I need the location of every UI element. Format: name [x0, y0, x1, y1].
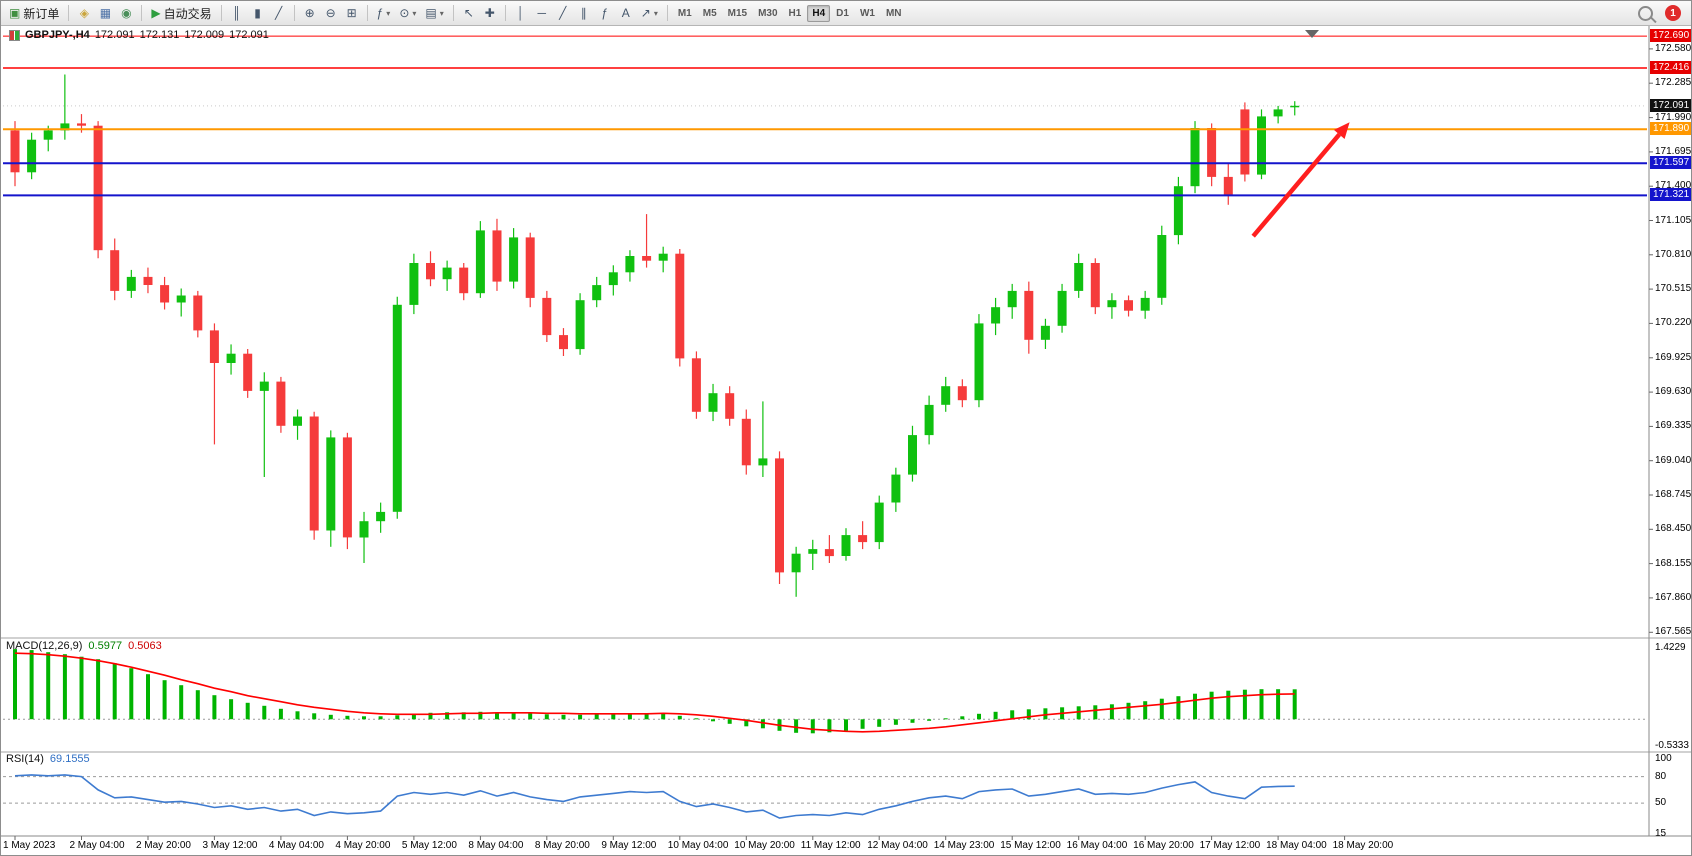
crosshair-icon: ✚ — [484, 6, 495, 20]
navigator-button[interactable]: ◉ — [116, 3, 136, 23]
periods-button[interactable]: ⊙ ▾ — [395, 3, 420, 23]
toolbar-separator — [68, 5, 70, 21]
chevron-down-icon: ▾ — [653, 8, 658, 18]
data-window-icon: ▦ — [99, 6, 112, 20]
text-icon: A — [621, 6, 630, 20]
periods-icon: ⊙ — [399, 6, 410, 20]
search-icon[interactable] — [1638, 5, 1653, 21]
toolbar-separator — [141, 5, 143, 21]
zoom-out-button[interactable]: ⊖ — [321, 3, 341, 23]
channel-button[interactable]: ∥ — [574, 3, 594, 23]
candlestick-chart-icon: ▮ — [254, 6, 261, 20]
bar-chart-button[interactable]: ║ — [227, 3, 247, 23]
zoom-in-button[interactable]: ⊕ — [300, 3, 320, 23]
line-chart-icon: ╱ — [274, 6, 283, 20]
new-order-button-label: 新订单 — [23, 6, 60, 21]
toolbar-separator — [366, 5, 368, 21]
timeframe-h4-button[interactable]: H4 — [807, 4, 831, 22]
trendline-icon: ╱ — [559, 6, 567, 20]
timeframe-m5-button[interactable]: M5 — [698, 5, 722, 22]
cursor-icon: ↖ — [463, 6, 474, 20]
market-watch-button[interactable]: ◈ — [74, 3, 94, 23]
rsi-line — [14, 774, 1295, 819]
channel-icon: ∥ — [580, 6, 587, 20]
trend-arrow-line[interactable] — [1251, 132, 1342, 238]
timeframe-m15-button[interactable]: M15 — [723, 5, 752, 22]
timeframe-m1-button[interactable]: M1 — [673, 5, 697, 22]
macd-signal-line — [14, 652, 1295, 733]
arrows-icon: ↗ — [640, 6, 651, 20]
vertical-line-icon: │ — [517, 6, 525, 20]
navigator-icon: ◉ — [121, 6, 132, 20]
candles-layer — [10, 74, 1300, 597]
toolbar-separator — [452, 5, 454, 21]
templates-icon: ▤ — [425, 6, 437, 20]
horizontal-line-button[interactable]: ─ — [532, 3, 552, 23]
new-order-icon: ▣ — [9, 6, 21, 20]
price-chart-canvas[interactable] — [1, 26, 1692, 856]
chevron-down-icon: ▾ — [439, 8, 444, 18]
text-button[interactable]: A — [616, 3, 636, 23]
autotrading-icon: ▶ — [151, 6, 161, 20]
cursor-button[interactable]: ↖ — [459, 3, 479, 23]
autotrading-button-label: 自动交易 — [163, 6, 212, 21]
toolbar-separator — [666, 5, 668, 21]
toolbar-buttons: ▣ 新订单 ◈ ▦ ◉ ▶ 自动交易 ║ ▮ ╱ ⊕ ⊖ ⊞ ƒ ▾ ⊙ ▾ ▤ ▾ ↖ ✚ │ ─ ╱ ∥ ƒ A ↗ ▾ M1 M5 M1… — [5, 3, 907, 23]
zoom-out-icon: ⊖ — [325, 6, 336, 20]
notification-badge[interactable]: 1 — [1665, 5, 1681, 21]
horizontal-line-icon: ─ — [537, 6, 546, 20]
data-window-button[interactable]: ▦ — [95, 3, 115, 23]
fibonacci-icon: ƒ — [601, 6, 609, 20]
indicators-icon: ƒ — [376, 6, 384, 20]
zoom-in-icon: ⊕ — [304, 6, 315, 20]
chart-shift-marker[interactable] — [1305, 30, 1319, 38]
fibonacci-button[interactable]: ƒ — [595, 3, 615, 23]
timeframe-mn-button[interactable]: MN — [881, 5, 907, 22]
toolbar-separator — [504, 5, 506, 21]
main-toolbar: ▣ 新订单 ◈ ▦ ◉ ▶ 自动交易 ║ ▮ ╱ ⊕ ⊖ ⊞ ƒ ▾ ⊙ ▾ ▤ ▾ ↖ ✚ │ ─ ╱ ∥ ƒ A ↗ ▾ M1 M5 M1… — [1, 1, 1691, 26]
toolbar-right: 1 — [1638, 5, 1681, 21]
toolbar-separator — [220, 5, 222, 21]
line-chart-button[interactable]: ╱ — [269, 3, 289, 23]
bar-chart-icon: ║ — [232, 6, 241, 20]
toolbar-separator — [293, 5, 295, 21]
trend-arrow-head[interactable] — [1333, 122, 1350, 139]
timeframe-m30-button[interactable]: M30 — [753, 5, 782, 22]
autotrading-button[interactable]: ▶ 自动交易 — [147, 3, 215, 23]
new-order-button[interactable]: ▣ 新订单 — [5, 3, 63, 23]
timeframe-h1-button[interactable]: H1 — [784, 5, 807, 22]
crosshair-button[interactable]: ✚ — [480, 3, 500, 23]
arrows-button[interactable]: ↗ ▾ — [637, 3, 662, 23]
chevron-down-icon: ▾ — [412, 8, 417, 18]
candlestick-chart-button[interactable]: ▮ — [248, 3, 268, 23]
vertical-line-button[interactable]: │ — [511, 3, 531, 23]
tile-windows-icon: ⊞ — [346, 6, 357, 20]
indicators-button[interactable]: ƒ ▾ — [373, 3, 395, 23]
macd-histogram — [13, 649, 1297, 734]
timeframe-w1-button[interactable]: W1 — [855, 5, 880, 22]
templates-button[interactable]: ▤ ▾ — [421, 3, 447, 23]
trendline-button[interactable]: ╱ — [553, 3, 573, 23]
timeframe-d1-button[interactable]: D1 — [831, 5, 854, 22]
chart-window: GBPJPY-,H4 172.091 172.131 172.009 172.0… — [1, 26, 1692, 856]
tile-windows-button[interactable]: ⊞ — [342, 3, 362, 23]
market-watch-icon: ◈ — [79, 6, 89, 20]
chevron-down-icon: ▾ — [386, 8, 391, 18]
